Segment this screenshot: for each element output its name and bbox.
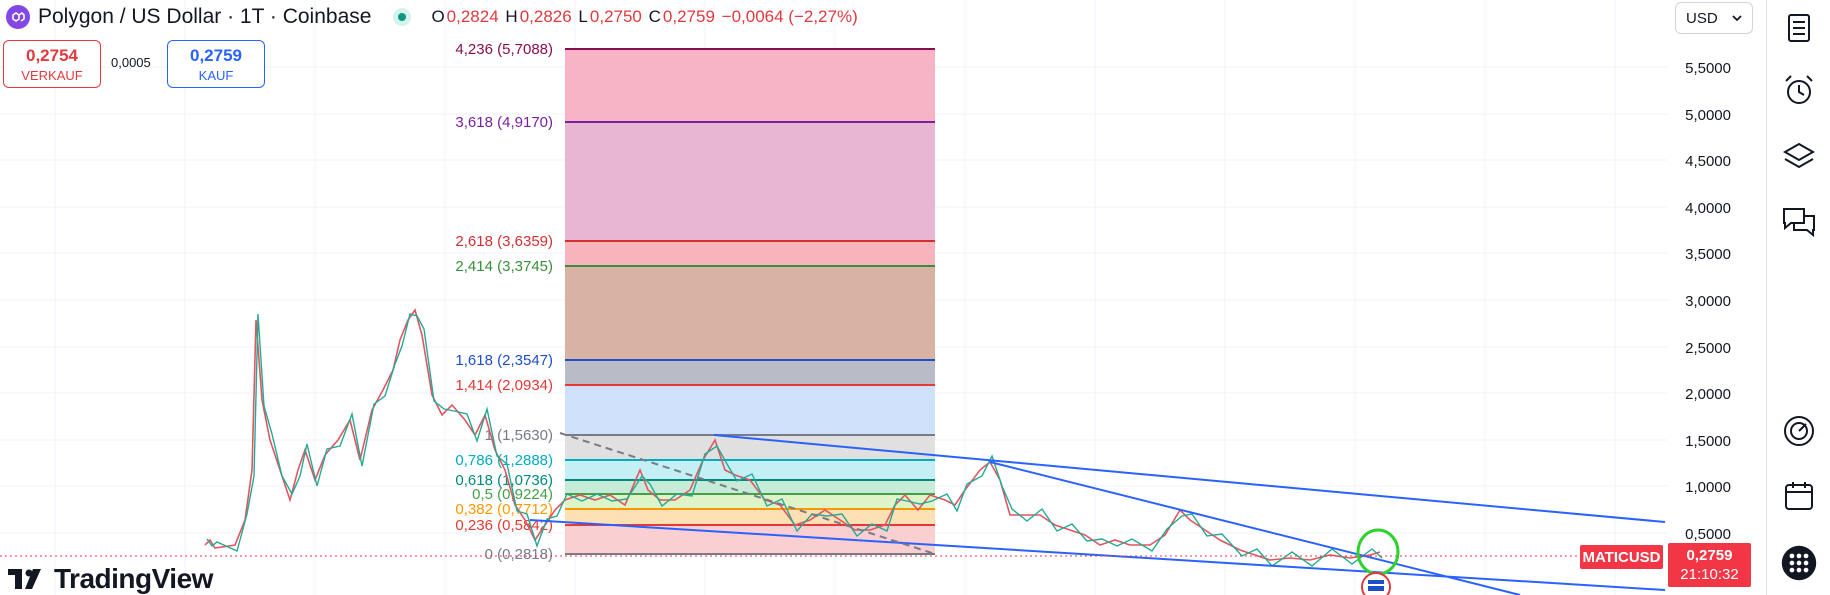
tradingview-logo[interactable]: TradingView — [8, 563, 213, 595]
fib-zone — [565, 480, 935, 494]
trend-line-upper[interactable] — [713, 434, 1666, 523]
fib-zone — [565, 360, 935, 385]
layers-icon — [1782, 142, 1816, 169]
currency-select[interactable]: USD — [1675, 2, 1753, 34]
open-key: O — [431, 7, 445, 26]
price-axis-label: 2,0000 — [1685, 386, 1731, 403]
low-value: 0,2750 — [589, 7, 642, 26]
fib-level-label: 0,618 (1,0736) — [455, 472, 553, 489]
fib-zone — [565, 525, 935, 554]
price-axis-label: 4,0000 — [1685, 200, 1731, 217]
polygon-logo-icon[interactable] — [6, 5, 30, 29]
chat-button[interactable] — [1781, 205, 1817, 241]
sell-button[interactable]: 0,2754 VERKAUF — [3, 40, 101, 88]
fib-level-label: 0,786 (1,2888) — [455, 452, 553, 469]
chart-canvas[interactable]: 4,236 (5,7088) 3,618 (4,9170) 2,618 (3,635… — [0, 0, 1766, 595]
fib-zone — [565, 49, 935, 122]
apps-grid-icon — [1781, 545, 1817, 581]
watchlist-icon — [1788, 14, 1810, 42]
price-axis-label: 3,5000 — [1685, 246, 1731, 263]
market-open-status-icon[interactable] — [393, 8, 412, 26]
fib-level-label: 2,618 (3,6359) — [455, 233, 553, 250]
trend-lines[interactable] — [0, 432, 1666, 595]
layers-button[interactable] — [1781, 138, 1817, 174]
price-axis-label: 5,5000 — [1685, 60, 1731, 77]
price-axis-label: 2,5000 — [1685, 340, 1731, 357]
right-toolbar — [1766, 0, 1830, 595]
fib-level-label: 1,618 (2,3547) — [455, 352, 553, 369]
fib-zone — [565, 266, 935, 360]
symbol-price-tag: MATICUSD — [1580, 545, 1663, 569]
fib-level-label: 2,414 (3,3745) — [455, 258, 553, 275]
price-axis-label: 3,0000 — [1685, 293, 1731, 310]
fib-zone — [565, 385, 935, 435]
price-candles — [204, 308, 1383, 567]
data-window-button[interactable] — [1781, 413, 1817, 449]
fib-baseline-dashed — [559, 432, 936, 555]
high-key: H — [505, 7, 518, 26]
buy-button[interactable]: 0,2759 KAUF — [167, 40, 265, 88]
fib-extension-tool[interactable]: 4,236 (5,7088) 3,618 (4,9170) 2,618 (3,635… — [455, 41, 935, 563]
ohlc-values: O 0,2824 H 0,2826 L 0,2750 C 0,2759 −0,0064 … — [431, 7, 859, 27]
alert-clock-icon — [1785, 75, 1813, 104]
symbol-header: Polygon / US Dollar · 1T · Coinbase O 0,2… — [0, 0, 860, 34]
fib-level-label: 3,618 (4,9170) — [455, 114, 553, 131]
last-price: 0,2759 — [1686, 547, 1733, 564]
spread-value: 0,0005 — [111, 55, 151, 70]
symbol-title[interactable]: Polygon / US Dollar · 1T · Coinbase — [38, 5, 372, 28]
alerts-button[interactable] — [1781, 72, 1817, 108]
open-value: 0,2824 — [446, 7, 499, 26]
close-value: 0,2759 — [662, 7, 715, 26]
fib-level-label: 1 (1,5630) — [485, 427, 553, 444]
price-series-green — [206, 313, 1383, 567]
last-price-tag: 0,2759 21:10:32 — [1668, 543, 1751, 587]
price-axis-label: 5,0000 — [1685, 107, 1731, 124]
trend-line-descending[interactable] — [989, 461, 1521, 595]
change-value: −0,0064 (−2,27%) — [721, 7, 858, 26]
fib-level-label: 0 (0,2818) — [485, 546, 553, 563]
watchlist-button[interactable] — [1781, 10, 1817, 46]
chevron-down-icon — [1732, 15, 1742, 22]
fib-level-label: 0,382 (0,7712) — [455, 501, 553, 518]
price-axis-label: 0,5000 — [1685, 526, 1731, 543]
close-key: C — [648, 7, 661, 26]
fib-zone — [565, 460, 935, 480]
fib-level-label: 4,236 (5,7088) — [455, 41, 553, 58]
currency-value: USD — [1686, 9, 1718, 27]
buy-label: KAUF — [198, 67, 234, 83]
buy-price: 0,2759 — [190, 45, 242, 65]
price-axis-label: 1,0000 — [1685, 479, 1731, 496]
fib-zone — [565, 509, 935, 525]
calendar-icon — [1785, 482, 1813, 510]
price-axis-label: 4,5000 — [1685, 153, 1731, 170]
sell-price: 0,2754 — [26, 45, 78, 65]
price-axis-label: 1,5000 — [1685, 433, 1731, 450]
trend-line-lower[interactable] — [529, 519, 1666, 591]
low-key: L — [578, 7, 588, 26]
price-axis[interactable]: 5,5000 5,0000 4,5000 4,0000 3,5000 3,0000 2,50… — [1685, 60, 1731, 543]
fib-zone — [565, 241, 935, 266]
bar-countdown: 21:10:32 — [1680, 566, 1739, 583]
sell-label: VERKAUF — [21, 67, 83, 83]
apps-button[interactable] — [1781, 545, 1817, 581]
calendar-button[interactable] — [1781, 478, 1817, 514]
chat-icon — [1783, 208, 1815, 238]
fib-zone — [565, 122, 935, 241]
gauge-icon — [1784, 416, 1814, 446]
high-value: 0,2826 — [519, 7, 572, 26]
tradingview-logo-text: TradingView — [54, 563, 213, 594]
event-flag-icon[interactable] — [1361, 572, 1391, 595]
fib-level-label: 1,414 (2,0934) — [455, 377, 553, 394]
tradingview-logo-icon — [8, 569, 41, 589]
